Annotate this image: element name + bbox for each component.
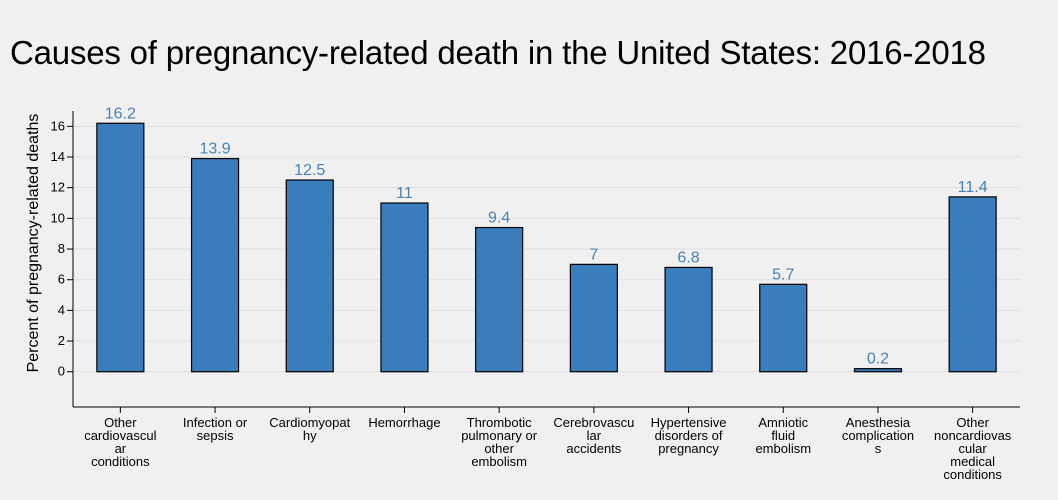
bar: [664, 266, 713, 373]
x-category-label-line: cardiovascul: [84, 428, 156, 443]
x-category-label-line: Cerebrovascu: [553, 415, 634, 430]
y-tick-label: 4: [58, 302, 65, 317]
x-category-label-line: embolism: [471, 454, 527, 469]
x-category-label: Hypertensive disorders of pregnancy: [651, 415, 727, 456]
bar-value-label: 13.9: [199, 141, 230, 158]
x-category-label-line: Hemorrhage: [368, 415, 440, 430]
y-tick-label: 14: [51, 149, 65, 164]
x-category-label-line: complication: [842, 428, 914, 443]
bar: [475, 226, 524, 373]
y-tick-label: 10: [51, 210, 65, 225]
x-category-label-line: noncardiovas: [934, 428, 1012, 443]
y-axis-label: Percent of pregnancy-related deaths: [25, 114, 42, 373]
chart-title: Causes of pregnancy-related death in the…: [10, 34, 986, 71]
x-category-label-line: medical: [950, 454, 995, 469]
x-category-label-line: pulmonary or: [461, 428, 538, 443]
bar-value-label: 6.8: [677, 249, 699, 266]
bar: [948, 196, 997, 373]
x-category-label-line: Cardiomyopat: [269, 415, 350, 430]
x-category-label-line: pregnancy: [658, 441, 719, 456]
bar: [285, 179, 334, 373]
bar: [853, 368, 903, 373]
y-tick-label: 6: [58, 272, 65, 287]
y-tick-label: 2: [58, 333, 65, 348]
x-category-label: Amniotic fluid embolism: [755, 415, 811, 456]
x-category-label-line: other: [484, 441, 514, 456]
bar: [96, 122, 145, 373]
x-category-label: Other noncardiovas cular medical conditions: [934, 415, 1012, 482]
x-category-label-line: lar: [587, 428, 602, 443]
x-category-label-line: Amniotic: [758, 415, 808, 430]
x-category-label-line: Hypertensive: [651, 415, 727, 430]
bar-value-label: 11: [396, 185, 413, 202]
x-category-label-line: accidents: [566, 441, 621, 456]
x-category-label-line: Other: [956, 415, 989, 430]
bar-value-label: 12.5: [294, 162, 325, 179]
bar-value-label: 11.4: [958, 179, 988, 196]
bar-value-label: 5.7: [772, 266, 794, 283]
x-category-label: Anesthesia complication s: [842, 415, 914, 456]
x-category-label: Cerebrovascu lar accidents: [553, 415, 634, 456]
y-tick-label: 12: [51, 180, 65, 195]
x-category-label-line: conditions: [943, 467, 1002, 482]
x-category-label-line: s: [875, 441, 882, 456]
x-category-label-line: embolism: [755, 441, 811, 456]
x-category-label: Cardiomyopat hy: [269, 415, 350, 443]
x-category-label-line: sepsis: [197, 428, 234, 443]
y-tick-label: 8: [58, 241, 65, 256]
x-category-label-line: disorders of: [655, 428, 723, 443]
x-category-label: Other cardiovascul ar conditions: [84, 415, 156, 469]
x-category-label: Hemorrhage: [368, 415, 440, 430]
y-axis: 0 2 4 6 8 10 12 14 16: [51, 111, 74, 407]
x-category-label: Infection or sepsis: [183, 415, 248, 443]
bar: [759, 283, 808, 373]
bar-value-label: 16.2: [105, 105, 136, 122]
x-category-label-line: cular: [959, 441, 988, 456]
y-tick-label: 0: [58, 364, 65, 379]
x-category-label-line: hy: [303, 428, 317, 443]
bar-value-label: 0.2: [867, 351, 889, 368]
bar: [380, 202, 429, 373]
bar: [569, 263, 618, 373]
x-category-label-line: Infection or: [183, 415, 248, 430]
x-category-label: Thrombotic pulmonary or other embolism: [461, 415, 538, 469]
bars: 16.2 13.9 12.5 11 9.4 7 6.8 5.7 0.2 11.4: [96, 105, 997, 373]
x-category-label-line: conditions: [91, 454, 150, 469]
x-category-label-line: Other: [104, 415, 137, 430]
x-category-label-line: Thrombotic: [467, 415, 533, 430]
x-category-label-line: Anesthesia: [846, 415, 911, 430]
x-category-label-line: fluid: [771, 428, 795, 443]
y-tick-label: 16: [51, 118, 65, 133]
bar: [190, 157, 240, 373]
bar-value-label: 7: [589, 246, 598, 263]
x-category-label-line: ar: [115, 441, 127, 456]
bar-value-label: 9.4: [488, 210, 510, 227]
